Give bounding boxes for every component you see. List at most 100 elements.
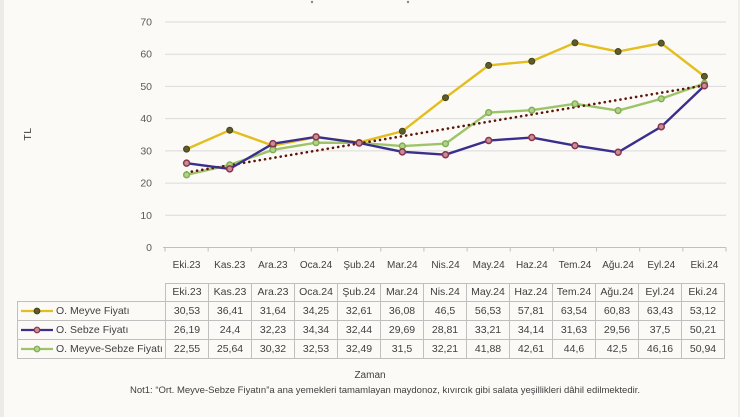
table-cell: 25,64 bbox=[208, 339, 252, 359]
table-header-row: Eki.23 Kas.23 Ara.23 Oca.24 Şub.24 Mar.24 Nis.… bbox=[18, 283, 725, 302]
x-axis-tick-label: Kas.23 bbox=[214, 260, 246, 271]
table-header-cell: Mar.24 bbox=[380, 283, 424, 302]
table-cell: 42,5 bbox=[595, 339, 639, 359]
data-point-o-sebze-fiyat bbox=[441, 150, 450, 159]
data-point-o-meyve-fiyat bbox=[442, 94, 449, 102]
y-axis-title: TL bbox=[22, 127, 34, 140]
table-cell: 32,53 bbox=[294, 339, 338, 359]
table-header-cell: Oca.24 bbox=[294, 283, 338, 302]
data-point-o-sebze-fiyat bbox=[528, 133, 536, 142]
table-header-cell: Kas.23 bbox=[208, 283, 252, 302]
table-cell: 34,14 bbox=[509, 320, 553, 340]
table-cell: 33,21 bbox=[466, 320, 510, 340]
table-header-cell: Ağu.24 bbox=[595, 283, 639, 302]
data-point-o-meyve-sebze-fiyat bbox=[182, 171, 191, 179]
table-cell: 36,41 bbox=[208, 301, 252, 321]
table-header-cell: Tem.24 bbox=[552, 283, 596, 302]
table-cell: 34,25 bbox=[294, 301, 338, 321]
table-cell: 26,19 bbox=[165, 320, 209, 340]
x-axis-title: Zaman bbox=[354, 370, 386, 381]
table-cell: 31,64 bbox=[251, 301, 295, 321]
data-point-o-sebze-fiyat bbox=[398, 148, 407, 156]
x-axis-tick-label: Eyl.24 bbox=[647, 260, 675, 271]
y-axis-tick-label: 50 bbox=[140, 81, 152, 93]
table-cell: 32,23 bbox=[251, 320, 295, 340]
table-cell: 50,21 bbox=[681, 320, 725, 340]
data-point-o-meyve-fiyat bbox=[183, 145, 191, 153]
x-axis-tick-label: Şub.24 bbox=[343, 260, 375, 271]
y-axis-tick-label: 60 bbox=[140, 49, 152, 61]
data-point-o-sebze-fiyat bbox=[484, 136, 493, 145]
x-axis-tick-label: Nis.24 bbox=[431, 260, 460, 271]
legend-label: O. Meyve-Sebze Fiyatı bbox=[56, 343, 163, 355]
data-point-o-meyve-sebze-fiyat bbox=[312, 139, 320, 147]
table-cell: 34,34 bbox=[294, 320, 338, 340]
x-axis-tick-label: Haz.24 bbox=[516, 260, 548, 271]
data-point-o-meyve-sebze-fiyat bbox=[398, 142, 406, 150]
data-point-o-meyve-fiyat bbox=[700, 72, 708, 80]
legend-item: O. Meyve Fiyatı bbox=[17, 301, 166, 321]
data-point-o-sebze-fiyat bbox=[182, 159, 191, 167]
table-cell: 44,6 bbox=[552, 339, 596, 359]
legend-line-sample-icon bbox=[21, 326, 53, 334]
table-cell: 31,63 bbox=[552, 320, 596, 340]
table-header-cell: Eki.23 bbox=[165, 283, 209, 302]
chart-svg: 0 10 20 30 40 50 60 70 TL Eki.23 Kas.23 Ara.23 Oca.2… bbox=[22, 0, 727, 271]
table-cell: 63,43 bbox=[638, 301, 682, 321]
y-axis-tick-label: 0 bbox=[146, 242, 152, 254]
table-cell: 29,56 bbox=[595, 320, 639, 340]
data-point-o-sebze-fiyat bbox=[571, 141, 579, 150]
x-axis-tick-label: Oca.24 bbox=[300, 260, 333, 271]
x-axis-tick-label: Ara.23 bbox=[258, 260, 288, 271]
table-header-cell: Eki.24 bbox=[681, 283, 725, 302]
y-axis-tick-label: 70 bbox=[140, 17, 152, 29]
table-cell: 28,81 bbox=[423, 320, 467, 340]
x-axis-tick-label: May.24 bbox=[473, 260, 505, 271]
table-cell: 57,81 bbox=[509, 301, 553, 321]
data-point-o-sebze-fiyat bbox=[700, 82, 709, 90]
data-point-o-sebze-fiyat bbox=[614, 148, 622, 157]
table-cell: 46,16 bbox=[638, 339, 682, 359]
data-point-o-meyve-sebze-fiyat bbox=[528, 106, 536, 114]
table-cell: 32,61 bbox=[337, 301, 381, 321]
data-point-o-meyve-fiyat bbox=[657, 39, 665, 47]
table-cell: 56,53 bbox=[466, 301, 510, 321]
title-fragment bbox=[310, 0, 314, 4]
table-row: O. Meyve Fiyatı 30,53 36,41 31,64 34,25 32,61… bbox=[17, 301, 725, 321]
table-cell: 50,94 bbox=[681, 339, 725, 359]
y-axis-tick-label: 40 bbox=[140, 113, 152, 125]
legend-label: O. Meyve Fiyatı bbox=[56, 305, 130, 317]
data-point-o-meyve-sebze-fiyat bbox=[614, 106, 622, 115]
data-point-o-meyve-sebze-fiyat bbox=[269, 146, 277, 154]
table-row: O. Meyve-Sebze Fiyatı 22,55 25,64 30,32 32,5… bbox=[17, 339, 725, 359]
table-cell: 60,83 bbox=[595, 301, 639, 321]
legend-inner: O. Meyve-Sebze Fiyatı bbox=[20, 341, 165, 358]
table-cell: 32,21 bbox=[423, 339, 467, 359]
data-point-o-meyve-fiyat bbox=[226, 126, 234, 134]
footnote: Not1: “Ort. Meyve-Sebze Fiyatın”a ana ye… bbox=[129, 385, 641, 396]
y-axis-tick-label: 20 bbox=[140, 178, 152, 190]
table-cell: 36,08 bbox=[380, 301, 424, 321]
data-point-o-meyve-sebze-fiyat bbox=[441, 140, 450, 148]
table-cell: 32,44 bbox=[337, 320, 381, 340]
data-point-o-sebze-fiyat bbox=[657, 122, 666, 131]
table-cell: 63,54 bbox=[552, 301, 596, 321]
legend-line-sample-icon bbox=[21, 307, 53, 315]
table-corner-cell bbox=[18, 284, 166, 302]
table-cell: 29,69 bbox=[380, 320, 424, 340]
table-cell: 31,5 bbox=[380, 339, 424, 359]
table-cell: 46,5 bbox=[423, 301, 467, 321]
table-header-cell: May.24 bbox=[466, 283, 510, 302]
table-cell: 24,4 bbox=[208, 320, 252, 340]
table-cell: 37,5 bbox=[638, 320, 682, 340]
x-axis-tick-label: Ağu.24 bbox=[602, 260, 634, 271]
table-cell: 41,88 bbox=[466, 339, 510, 359]
table-header-cell: Nis.24 bbox=[423, 283, 467, 302]
table-header-cell: Şub.24 bbox=[337, 283, 381, 302]
y-axis-tick-label: 10 bbox=[140, 210, 152, 222]
data-table: Eki.23 Kas.23 Ara.23 Oca.24 Şub.24 Mar.24 Nis.… bbox=[17, 283, 725, 359]
x-axis-tick-label: Mar.24 bbox=[387, 260, 418, 271]
x-axis-tick-label: Eki.24 bbox=[691, 260, 719, 271]
legend-inner: O. Sebze Fiyatı bbox=[20, 322, 165, 339]
